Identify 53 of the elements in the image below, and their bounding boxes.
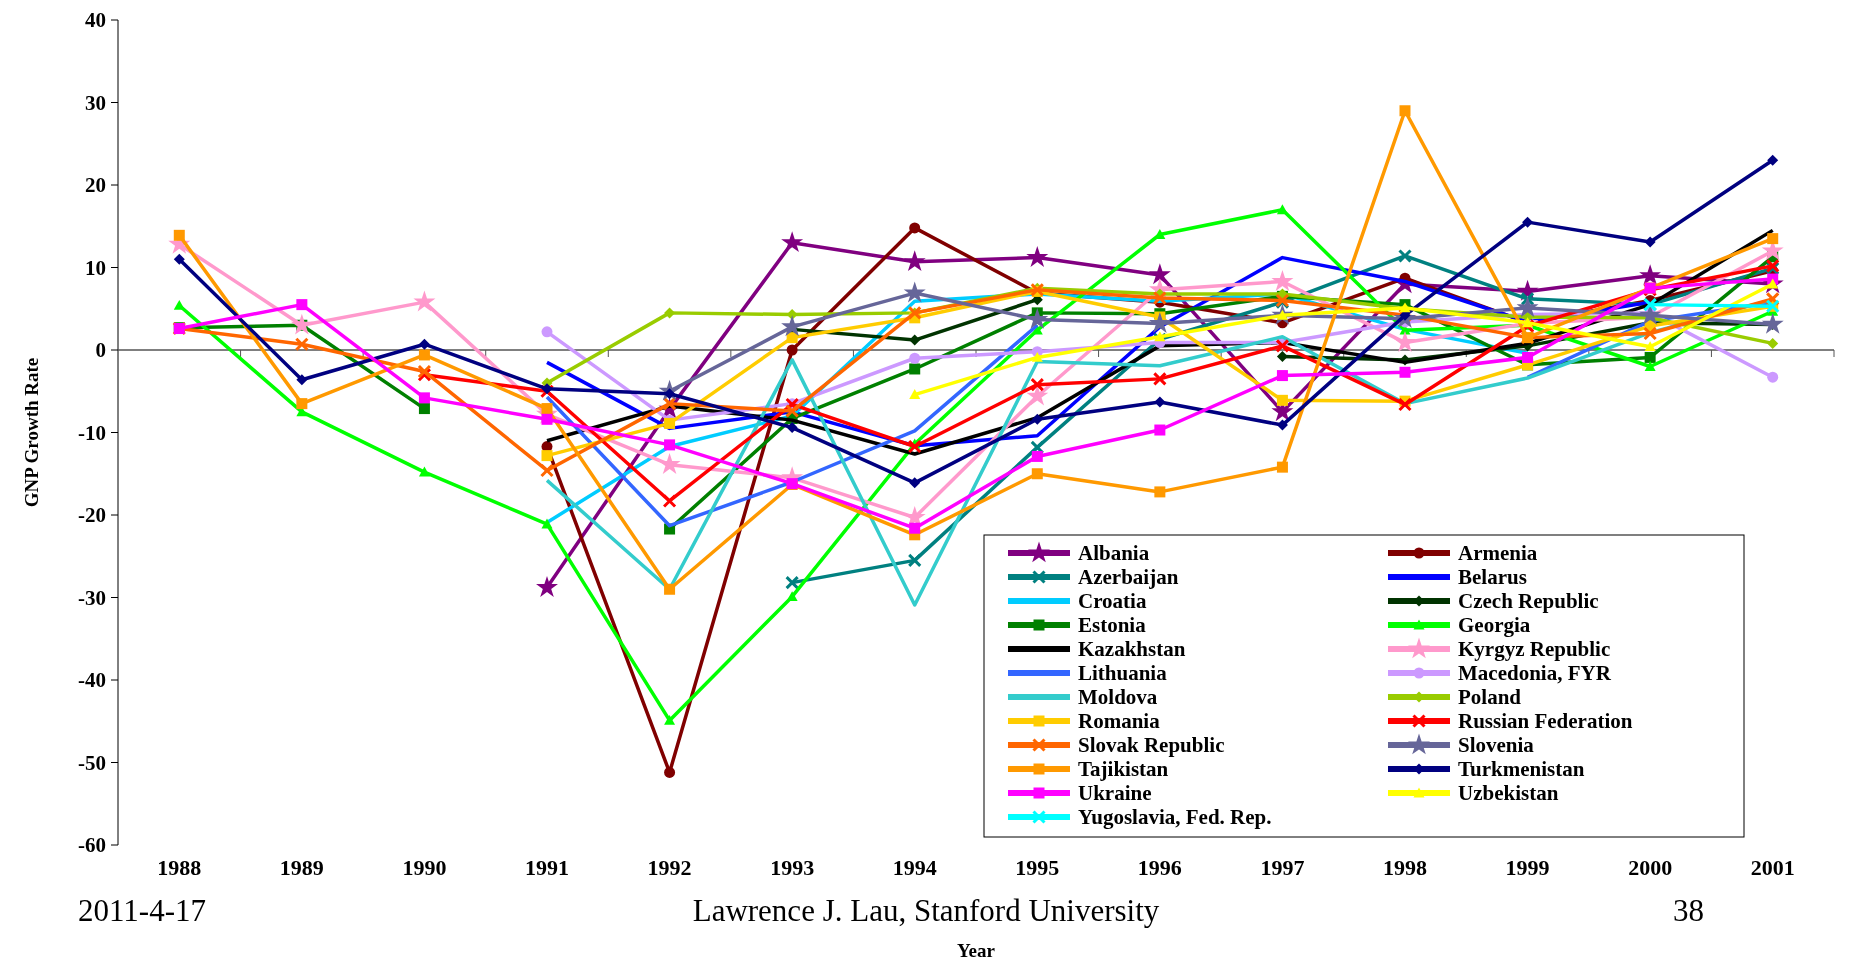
x-tick-label: 1999 (1505, 855, 1550, 880)
y-tick-label: -30 (78, 585, 106, 610)
x-tick-label: 1988 (157, 855, 202, 880)
legend-label: Croatia (1078, 589, 1147, 614)
x-tick-label: 1995 (1015, 855, 1060, 880)
legend-label: Georgia (1458, 613, 1531, 638)
y-tick-label: 10 (85, 255, 106, 280)
legend-label: Kyrgyz Republic (1458, 637, 1611, 662)
legend-label: Turkmenistan (1458, 757, 1585, 782)
legend-label: Kazakhstan (1078, 637, 1186, 662)
legend-label: Tajikistan (1078, 757, 1169, 782)
legend-label: Uzbekistan (1458, 781, 1559, 806)
x-tick-label: 1989 (279, 855, 324, 880)
text: 38 (1673, 893, 1704, 928)
legend-label: Slovenia (1458, 733, 1535, 758)
legend-label: Lithuania (1078, 661, 1168, 686)
legend-label: Slovak Republic (1078, 733, 1225, 758)
legend-label: Romania (1078, 709, 1161, 734)
x-tick-label: 2001 (1750, 855, 1795, 880)
legend-label: Azerbaijan (1078, 565, 1179, 590)
y-tick-label: -10 (78, 420, 106, 445)
y-tick-label: -20 (78, 503, 106, 528)
legend-label: Belarus (1458, 565, 1527, 590)
legend-label: Macedonia, FYR (1458, 661, 1612, 686)
x-tick-label: 2000 (1628, 855, 1673, 880)
legend-label: Russian Federation (1458, 709, 1633, 734)
text: Lawrence J. Lau, Stanford University (692, 893, 1160, 928)
x-tick-label: 1990 (402, 855, 447, 880)
legend-label: Yugoslavia, Fed. Rep. (1078, 805, 1272, 830)
y-tick-label: -60 (78, 833, 106, 858)
x-tick-label: 1991 (525, 855, 569, 880)
legend-label: Albania (1078, 541, 1150, 566)
y-tick-label: 30 (85, 90, 106, 115)
legend-label: Poland (1458, 685, 1522, 710)
x-tick-label: 1998 (1383, 855, 1427, 880)
x-axis-title: Year (957, 940, 996, 961)
legend-label: Moldova (1078, 685, 1158, 710)
x-tick-label: 1997 (1260, 855, 1305, 880)
legend-label: Ukraine (1078, 781, 1152, 806)
y-tick-label: 20 (85, 173, 106, 198)
y-tick-label: -40 (78, 668, 106, 693)
text: 2011-4-17 (78, 893, 206, 928)
legend-label: Estonia (1078, 613, 1147, 638)
y-axis-title: GNP Growth Rate (21, 357, 42, 508)
legend-label: Armenia (1458, 541, 1538, 566)
x-tick-label: 1994 (892, 855, 937, 880)
x-tick-label: 1996 (1137, 855, 1182, 880)
x-tick-label: 1993 (770, 855, 815, 880)
y-tick-label: -50 (78, 750, 106, 775)
legend-label: Czech Republic (1458, 589, 1599, 614)
y-tick-label: 0 (95, 338, 106, 363)
x-tick-label: 1992 (647, 855, 692, 880)
y-tick-label: 40 (85, 8, 106, 33)
